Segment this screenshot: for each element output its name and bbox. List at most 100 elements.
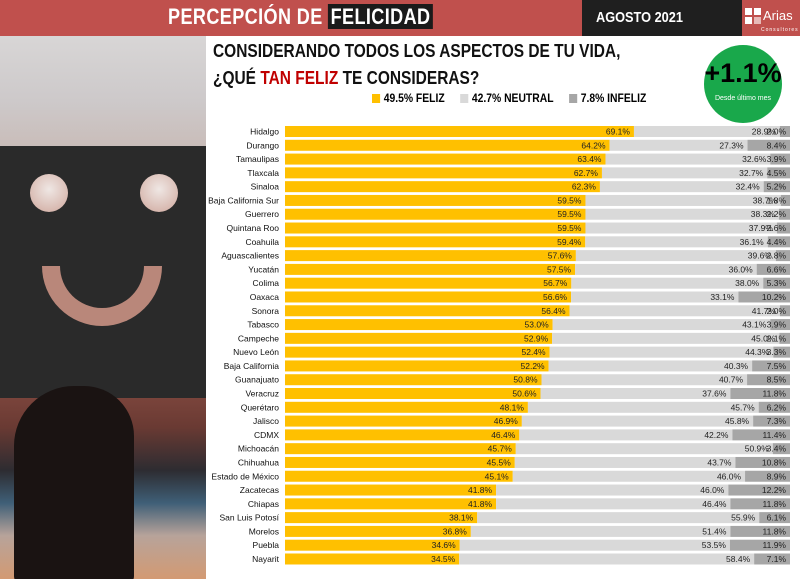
data-label: 5.2% [767,182,787,192]
data-label: 7.1% [767,554,787,564]
logo-icon [745,8,761,24]
bar-infeliz [770,153,790,165]
bar-infeliz [779,126,790,137]
title-text: PERCEPCIÓN DE [168,4,329,29]
change-badge: +1.1% Desde último mes [704,45,782,123]
smile-icon [42,266,162,326]
logo-subtext: Consultores [761,27,799,33]
data-label: 69.1% [606,127,631,137]
data-label: 45.0% [751,333,776,343]
category-label: Coahuila [245,237,279,247]
data-label: 59.5% [557,209,582,219]
category-label: Tlaxcala [247,168,279,178]
bar-feliz [285,498,497,510]
data-label: 56.6% [543,292,568,302]
data-label: 44.3% [745,347,770,357]
category-label: Nuevo León [233,347,279,357]
bar-feliz [285,525,471,537]
bar-feliz [285,539,460,551]
bar-infeliz [756,263,790,275]
data-label: 4.5% [767,168,787,178]
category-label: San Luis Potosí [219,513,279,523]
bar-neutral [571,277,764,289]
category-label: Sinaloa [251,182,280,192]
bar-infeliz [780,194,790,206]
data-label: 7.3% [767,416,787,426]
category-label: Guanajuato [235,375,279,385]
bar-infeliz [729,539,790,551]
bar-infeliz [779,305,790,317]
data-label: 52.9% [524,333,549,343]
bar-infeliz [775,250,790,262]
data-label: 3.9% [767,320,787,330]
question-line2: ¿QUÉ TAN FELIZ TE CONSIDERAS? [213,68,480,88]
bar-feliz [285,305,570,317]
data-label: 42.2% [704,430,729,440]
category-label: Quintana Roo [227,223,280,233]
data-label: 53.0% [525,320,550,330]
category-label: Jalisco [253,416,279,426]
category-label: Michoacán [238,444,279,454]
bar-neutral [575,250,776,262]
bar-neutral [552,332,780,344]
category-label: Estado de México [211,471,279,481]
bar-neutral [477,512,760,524]
bar-infeliz [752,360,790,372]
legend-infeliz: 7.8% INFELIZ [569,93,646,105]
bar-neutral [459,553,755,565]
data-label: 41.8% [468,485,493,495]
data-label: 10.2% [762,292,787,302]
data-label: 40.3% [724,361,749,371]
data-label: 8.9% [767,471,787,481]
question-highlight: TAN FELIZ [260,68,339,88]
data-label: 56.7% [543,278,568,288]
data-label: 57.5% [547,264,572,274]
bar-infeliz [730,498,790,510]
data-label: 37.9% [749,223,774,233]
data-label: 57.6% [548,251,573,261]
bar-feliz [285,126,634,137]
badge-subtitle: Desde último mes [714,95,772,102]
data-label: 37.6% [702,389,727,399]
category-label: Chihuahua [238,457,279,467]
data-label: 40.7% [719,375,744,385]
data-label: 46.0% [700,485,725,495]
data-label: 32.7% [739,168,764,178]
bar-neutral [541,374,748,386]
bar-neutral [514,456,736,468]
bar-infeliz [767,236,790,248]
bar-feliz [285,456,515,468]
data-label: 6.2% [767,402,787,412]
bar-infeliz [747,374,790,386]
category-label: Tamaulipas [236,154,279,164]
data-label: 2.1% [767,333,787,343]
data-label: 41.7% [752,306,777,316]
hand-silhouette [14,386,134,579]
data-label: 8.5% [767,375,787,385]
bar-feliz [285,139,610,151]
category-label: Chiapas [248,499,279,509]
category-label: Nayarit [252,554,280,564]
bar-infeliz [753,415,790,427]
bar-feliz [285,194,586,206]
bar-infeliz [728,484,790,496]
category-label: Veracruz [245,389,279,399]
data-label: 2.0% [767,127,787,137]
category-label: Sonora [252,306,280,316]
bar-neutral [609,139,748,151]
bar-feliz [285,553,460,565]
bar-infeliz [735,456,790,468]
data-label: 53.5% [702,540,727,550]
bar-neutral [599,181,764,193]
bar-feliz [285,332,553,344]
data-label: 64.2% [581,140,606,150]
bar-neutral [601,167,768,179]
bar-neutral [575,263,757,275]
bar-feliz [285,236,586,248]
bar-infeliz [758,401,790,413]
bar-infeliz [770,319,790,331]
badge-value: +1.1% [704,58,782,88]
data-label: 36.0% [729,264,754,274]
data-label: 36.8% [443,526,468,536]
title-highlight: FELICIDAD [328,4,433,29]
